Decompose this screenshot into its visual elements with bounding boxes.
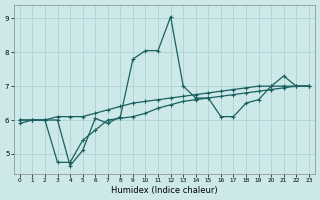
X-axis label: Humidex (Indice chaleur): Humidex (Indice chaleur)	[111, 186, 218, 195]
